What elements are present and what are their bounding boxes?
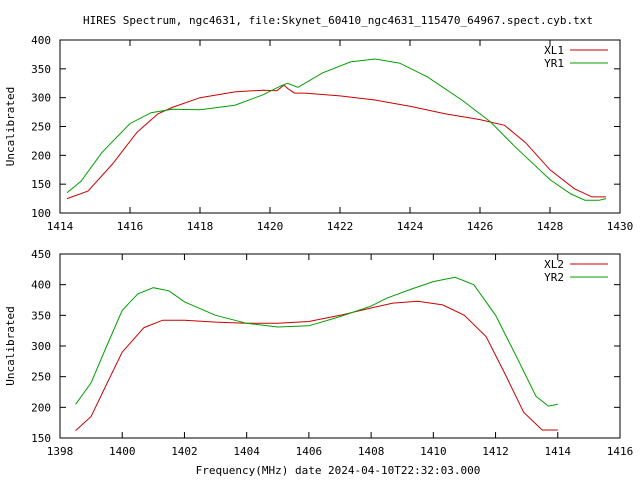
- y-tick-label: 200: [31, 149, 51, 162]
- x-tick-label: 1402: [171, 445, 198, 458]
- y-tick-label: 300: [31, 92, 51, 105]
- x-tick-label: 1404: [233, 445, 260, 458]
- y-tick-label: 100: [31, 207, 51, 220]
- x-tick-label: 1416: [117, 220, 144, 233]
- x-tick-label: 1418: [187, 220, 214, 233]
- x-tick-label: 1414: [545, 445, 572, 458]
- x-tick-label: 1416: [607, 445, 634, 458]
- x-tick-label: 1420: [257, 220, 284, 233]
- series-line-yr2: [75, 276, 558, 407]
- chart-panel-1: 1414 1416 1418 1420 1422 1424 1426 1428 1430 100 1…: [4, 34, 633, 233]
- y-tick-label: 350: [31, 63, 51, 76]
- x-tick-label: 1412: [482, 445, 509, 458]
- x-tick-label: 1426: [467, 220, 494, 233]
- x-tick-label: 1400: [109, 445, 136, 458]
- y-tick-label: 200: [31, 401, 51, 414]
- y-tick-label: 300: [31, 340, 51, 353]
- series-line-xl2: [75, 300, 558, 431]
- legend-label-xl1: XL1: [544, 44, 564, 57]
- y-tick-label: 400: [31, 34, 51, 47]
- x-tick-label: 1428: [537, 220, 564, 233]
- y-tick-label: 250: [31, 121, 51, 134]
- y-tick-label: 350: [31, 309, 51, 322]
- plot-frame: [59, 253, 621, 439]
- panels: 1414 1416 1418 1420 1422 1424 1426 1428 14301001…: [4, 34, 633, 458]
- chart-panel-2: 1398 1400 1402 1404 1406 1408 1410 1412 1414 1416…: [4, 248, 633, 458]
- y-tick-label: 150: [31, 432, 51, 445]
- x-tick-label: 1422: [327, 220, 354, 233]
- y-axis-label: Uncalibrated: [4, 87, 17, 166]
- y-tick-label: 250: [31, 371, 51, 384]
- series-line-xl1: [66, 84, 606, 200]
- legend-label-yr2: YR2: [544, 271, 564, 284]
- x-tick-label: 1410: [420, 445, 447, 458]
- x-tick-label: 1408: [358, 445, 385, 458]
- legend-label-yr1: YR1: [544, 57, 564, 70]
- y-tick-label: 400: [31, 279, 51, 292]
- x-tick-label: 1414: [47, 220, 74, 233]
- x-tick-label: 1430: [607, 220, 634, 233]
- x-tick-label: 1424: [397, 220, 424, 233]
- x-tick-label: 1406: [296, 445, 323, 458]
- bottom-xlabel: Frequency(MHz) date 2024-04-10T22:32:03.…: [196, 464, 481, 477]
- figure-title: HIRES Spectrum, ngc4631, file:Skynet_604…: [83, 14, 593, 27]
- series-line-yr1: [66, 58, 607, 201]
- y-tick-label: 450: [31, 248, 51, 261]
- legend-label-xl2: XL2: [544, 258, 564, 271]
- y-tick-label: 150: [31, 178, 51, 191]
- x-tick-label: 1398: [47, 445, 74, 458]
- y-axis-label: Uncalibrated: [4, 306, 17, 385]
